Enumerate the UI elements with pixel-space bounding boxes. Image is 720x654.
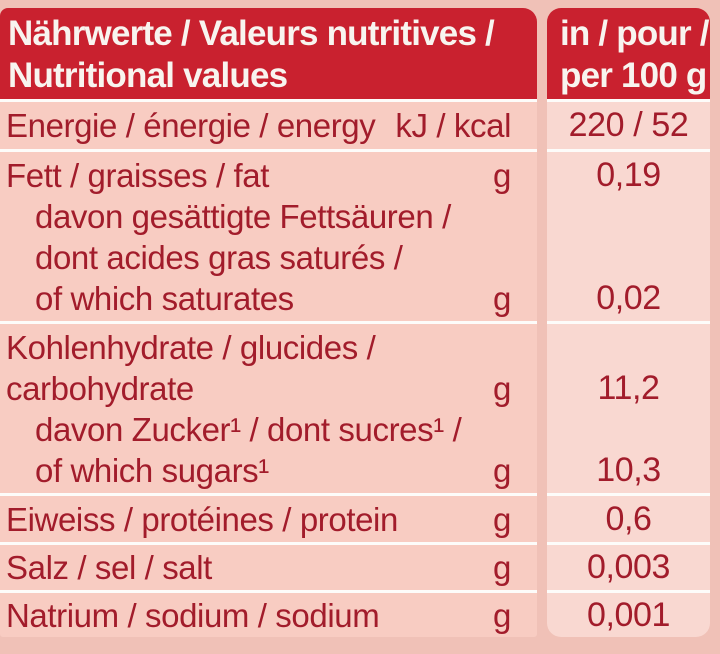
label-text: Salz / sel / salt bbox=[6, 549, 212, 586]
row-salt-labels: Salz / sel / salt g bbox=[0, 545, 537, 593]
value-line bbox=[547, 196, 710, 237]
row-fat-values: 0,19 0,02 bbox=[547, 152, 710, 324]
label-line: Kohlenhydrate / glucides / bbox=[6, 327, 511, 368]
label-text: of which saturates bbox=[35, 280, 294, 317]
label-line: Energie / énergie / energy kJ / kcal bbox=[6, 105, 511, 146]
row-energy-values: 220 / 52 bbox=[547, 102, 710, 152]
value-line: 0,02 bbox=[596, 279, 661, 317]
label-text: carbohydrate bbox=[6, 370, 194, 407]
row-fat-labels: Fett / graisses / fat g davon gesättigte F… bbox=[0, 152, 537, 324]
label-line: Eiweiss / protéines / protein g bbox=[6, 499, 511, 540]
row-carbohydrate-labels: Kohlenhydrate / glucides / carbohydrate g d… bbox=[0, 324, 537, 496]
label-line: Salz / sel / salt g bbox=[6, 547, 511, 588]
label-line: of which saturates g bbox=[6, 278, 511, 319]
value-line: 0,003 bbox=[586, 548, 671, 586]
nutrition-table: Nährwerte / Valeurs nutritives / Nutriti… bbox=[0, 8, 710, 637]
unit-label: g bbox=[493, 280, 511, 317]
table-header-title: Nährwerte / Valeurs nutritives / Nutriti… bbox=[0, 8, 537, 102]
label-text: Natrium / sodium / sodium bbox=[6, 596, 380, 634]
row-sodium-labels: Natrium / sodium / sodium g bbox=[0, 593, 537, 637]
label-line: davon gesättigte Fettsäuren / bbox=[6, 196, 511, 237]
label-text: Eiweiss / protéines / protein bbox=[6, 500, 398, 538]
unit-label: g bbox=[493, 596, 511, 634]
row-carbohydrate-values: 11,2 10,3 bbox=[547, 324, 710, 496]
value-line: 0,19 bbox=[596, 156, 661, 194]
label-text: Kohlenhydrate / glucides / bbox=[6, 329, 376, 366]
value-line: 0,001 bbox=[586, 595, 671, 634]
label-line: dont acides gras saturés / bbox=[6, 237, 511, 278]
row-sodium-values: 0,001 bbox=[547, 593, 710, 637]
value-line: 0,6 bbox=[605, 499, 652, 538]
row-protein-labels: Eiweiss / protéines / protein g bbox=[0, 496, 537, 545]
label-line: carbohydrate g bbox=[6, 368, 511, 409]
value-line: 220 / 52 bbox=[568, 106, 689, 144]
value-line bbox=[547, 237, 710, 278]
label-line: Fett / graisses / fat g bbox=[6, 155, 511, 196]
label-text: davon Zucker¹ / dont sucres¹ / bbox=[35, 411, 462, 448]
row-salt-values: 0,003 bbox=[547, 545, 710, 593]
label-text: davon gesättigte Fettsäuren / bbox=[35, 198, 451, 235]
unit-label: kJ / kcal bbox=[395, 107, 511, 144]
unit-label: g bbox=[493, 157, 511, 194]
label-text: of which sugars¹ bbox=[35, 452, 269, 489]
value-line bbox=[547, 327, 710, 368]
table-header-per-100g: in / pour / per 100 g bbox=[547, 8, 710, 102]
unit-label: g bbox=[493, 452, 511, 489]
label-text: Energie / énergie / energy bbox=[6, 107, 376, 144]
label-line: davon Zucker¹ / dont sucres¹ / bbox=[6, 409, 511, 450]
label-line: Natrium / sodium / sodium g bbox=[6, 595, 511, 636]
label-line: of which sugars¹ g bbox=[6, 450, 511, 491]
label-text: Fett / graisses / fat bbox=[6, 157, 270, 194]
value-line: 10,3 bbox=[596, 451, 661, 489]
unit-label: g bbox=[493, 370, 511, 407]
row-energy-labels: Energie / énergie / energy kJ / kcal bbox=[0, 102, 537, 152]
value-line: 11,2 bbox=[597, 369, 660, 407]
label-text: dont acides gras saturés / bbox=[35, 239, 403, 276]
value-line bbox=[547, 409, 710, 450]
row-protein-values: 0,6 bbox=[547, 496, 710, 545]
unit-label: g bbox=[493, 500, 511, 538]
unit-label: g bbox=[493, 549, 511, 586]
